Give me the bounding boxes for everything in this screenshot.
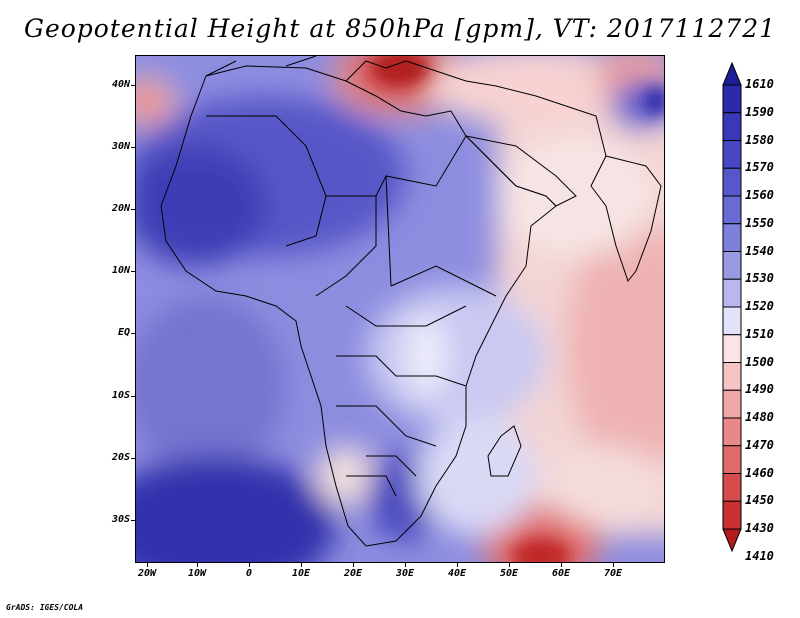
colorbar-label: 1570: [745, 160, 774, 175]
lat-tick: [131, 520, 135, 521]
colorbar-label: 1530: [745, 271, 774, 286]
colorbar-swatch: [722, 140, 742, 169]
lat-tick: [131, 396, 135, 397]
lon-label: 10W: [187, 568, 207, 579]
colorbar-label: 1490: [745, 382, 774, 397]
colorbar-label: 1470: [745, 437, 774, 452]
lat-label: 10S: [111, 390, 130, 401]
lon-tick: [405, 563, 406, 567]
lat-tick: [131, 147, 135, 148]
colorbar-label: 1450: [745, 493, 774, 508]
colorbar-label: 1610: [745, 77, 774, 91]
lon-label: 20E: [343, 568, 363, 579]
lat-label: 20N: [111, 203, 130, 214]
colorbar-swatch: [722, 389, 742, 419]
colorbar-label: 1460: [745, 465, 774, 480]
lat-label: 20S: [111, 452, 130, 463]
colorbar-swatch: [722, 306, 742, 336]
lat-tick: [131, 85, 135, 86]
lon-label: 60E: [551, 568, 571, 579]
colorbar-label: 1480: [745, 410, 774, 424]
coastlines: [160, 56, 662, 547]
lon-label: 10E: [291, 568, 311, 579]
colorbar-label: 1560: [745, 188, 774, 202]
lon-tick: [509, 563, 510, 567]
colorbar-swatch: [722, 500, 742, 530]
colorbar-swatch: [722, 251, 742, 280]
lat-label: EQ: [117, 327, 130, 338]
lon-label: 20W: [137, 568, 157, 579]
lon-label: 50E: [499, 568, 519, 579]
geopotential-field-map: [136, 56, 664, 562]
colorbar-top-arrow: [722, 62, 742, 86]
colorbar-label: 1580: [745, 132, 774, 147]
map-title: Geopotential Height at 850hPa [gpm], VT:…: [23, 14, 777, 43]
colorbar: [722, 62, 742, 552]
lon-tick: [457, 563, 458, 567]
lon-tick: [197, 563, 198, 567]
lon-tick: [147, 563, 148, 567]
colorbar-bottom-arrow: [722, 528, 742, 552]
footer-credit: GrADS: IGES/COLA: [6, 603, 84, 612]
colorbar-swatch: [722, 112, 742, 141]
lat-tick: [131, 333, 135, 334]
colorbar-swatch: [722, 362, 742, 391]
colorbar-swatch: [722, 445, 742, 474]
colorbar-label: 1430: [745, 521, 774, 535]
colorbar-label: 1510: [745, 326, 774, 341]
lon-tick: [353, 563, 354, 567]
colorbar-swatch: [722, 223, 742, 252]
colorbar-swatch: [722, 417, 742, 447]
lon-label: 0: [245, 568, 253, 579]
lon-tick: [301, 563, 302, 567]
colorbar-swatch: [722, 195, 742, 225]
colorbar-label: 1540: [745, 243, 774, 258]
colorbar-label: 1590: [745, 104, 774, 119]
lat-label: 30N: [111, 141, 130, 152]
colorbar-label: 1500: [745, 354, 774, 369]
lat-tick: [131, 271, 135, 272]
lon-tick: [249, 563, 250, 567]
lon-tick: [561, 563, 562, 567]
lat-label: 10N: [111, 265, 130, 276]
lon-label: 70E: [603, 568, 623, 579]
lat-tick: [131, 209, 135, 210]
colorbar-swatch: [722, 334, 742, 363]
lon-label: 40E: [447, 568, 467, 579]
colorbar-label: 1520: [745, 299, 774, 313]
field-detail: [373, 56, 664, 562]
lat-tick: [131, 458, 135, 459]
colorbar-swatch: [722, 278, 742, 308]
colorbar-swatch: [722, 84, 742, 114]
colorbar-swatches: [722, 84, 742, 530]
lat-label: 40N: [111, 79, 130, 90]
colorbar-swatch: [722, 167, 742, 197]
colorbar-label: 1410: [745, 548, 774, 563]
lon-tick: [613, 563, 614, 567]
lon-label: 30E: [395, 568, 415, 579]
colorbar-swatch: [722, 473, 742, 502]
lat-label: 30S: [111, 514, 130, 525]
map-plot-area: [135, 55, 665, 563]
colorbar-label: 1550: [745, 215, 774, 230]
